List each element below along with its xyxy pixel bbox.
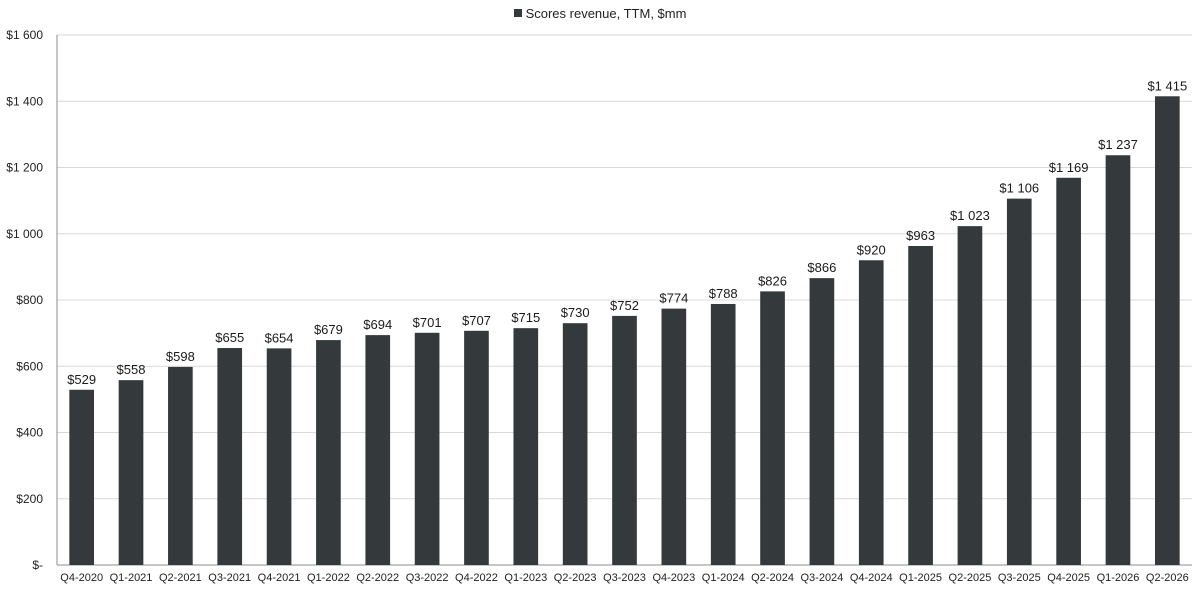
y-tick-label: $400 bbox=[16, 426, 43, 440]
x-tick-label: Q2-2022 bbox=[356, 572, 399, 584]
y-tick-label: $800 bbox=[16, 293, 43, 307]
x-tick-label: Q4-2020 bbox=[60, 572, 103, 584]
x-tick-label: Q1-2026 bbox=[1097, 572, 1140, 584]
data-label: $694 bbox=[363, 317, 392, 332]
bar bbox=[168, 366, 193, 565]
y-tick-label: $1 200 bbox=[6, 161, 43, 175]
bar bbox=[464, 330, 489, 565]
data-label: $1 169 bbox=[1049, 160, 1089, 175]
x-tick-label: Q3-2025 bbox=[998, 572, 1041, 584]
x-tick-label: Q3-2022 bbox=[406, 572, 449, 584]
data-label: $1 415 bbox=[1147, 78, 1187, 93]
bar bbox=[1056, 177, 1081, 566]
y-tick-label: $- bbox=[32, 558, 43, 572]
x-tick-label: Q1-2021 bbox=[110, 572, 153, 584]
y-tick-label: $1 400 bbox=[6, 94, 43, 108]
x-tick-label: Q3-2023 bbox=[603, 572, 646, 584]
bar bbox=[858, 260, 884, 565]
bar bbox=[316, 340, 341, 565]
data-label: $963 bbox=[906, 228, 935, 243]
y-tick-label: $1 000 bbox=[6, 227, 43, 241]
bar bbox=[760, 291, 785, 565]
data-label: $654 bbox=[265, 330, 294, 345]
bar bbox=[612, 315, 637, 565]
bar bbox=[661, 308, 687, 565]
data-label: $1 106 bbox=[999, 181, 1039, 196]
data-label: $1 023 bbox=[950, 208, 990, 223]
bar bbox=[908, 246, 933, 565]
y-tick-label: $600 bbox=[16, 359, 43, 373]
bar bbox=[118, 380, 144, 565]
x-tick-label: Q2-2021 bbox=[159, 572, 202, 584]
bar bbox=[365, 335, 391, 565]
x-tick-label: Q2-2026 bbox=[1146, 572, 1189, 584]
x-tick-label: Q1-2022 bbox=[307, 572, 350, 584]
legend-swatch bbox=[513, 9, 522, 17]
bar bbox=[1154, 96, 1180, 565]
y-tick-label: $1 600 bbox=[6, 28, 43, 42]
legend: Scores revenue, TTM, $mm bbox=[0, 6, 1200, 21]
data-label: $920 bbox=[857, 242, 886, 257]
bar bbox=[513, 328, 539, 565]
data-label: $558 bbox=[117, 362, 146, 377]
data-label: $826 bbox=[758, 273, 787, 288]
data-label: $774 bbox=[659, 291, 688, 306]
x-tick-label: Q4-2024 bbox=[850, 572, 893, 584]
data-label: $1 237 bbox=[1098, 137, 1138, 152]
bar bbox=[266, 348, 292, 565]
x-tick-label: Q3-2021 bbox=[208, 572, 251, 584]
data-label: $715 bbox=[511, 310, 540, 325]
data-label: $529 bbox=[67, 372, 96, 387]
x-tick-label: Q1-2024 bbox=[702, 572, 745, 584]
data-label: $679 bbox=[314, 322, 343, 337]
bar bbox=[69, 389, 95, 565]
bar bbox=[710, 303, 736, 565]
x-tick-label: Q3-2024 bbox=[800, 572, 843, 584]
y-tick-label: $200 bbox=[16, 492, 43, 506]
x-tick-label: Q4-2023 bbox=[652, 572, 695, 584]
data-label: $701 bbox=[413, 315, 442, 330]
data-label: $707 bbox=[462, 313, 491, 328]
x-tick-label: Q2-2025 bbox=[949, 572, 992, 584]
bar bbox=[1105, 155, 1131, 565]
bar bbox=[414, 332, 440, 565]
x-tick-label: Q2-2023 bbox=[554, 572, 597, 584]
data-label: $655 bbox=[215, 330, 244, 345]
legend-label: Scores revenue, TTM, $mm bbox=[525, 6, 687, 21]
x-tick-label: Q4-2022 bbox=[455, 572, 498, 584]
x-tick-label: Q2-2024 bbox=[751, 572, 794, 584]
bar bbox=[957, 226, 983, 565]
bar bbox=[1006, 198, 1032, 565]
bar bbox=[217, 348, 243, 565]
x-tick-label: Q4-2021 bbox=[258, 572, 301, 584]
x-tick-label: Q1-2025 bbox=[899, 572, 942, 584]
x-tick-label: Q4-2025 bbox=[1047, 572, 1090, 584]
data-label: $730 bbox=[561, 305, 590, 320]
data-label: $752 bbox=[610, 298, 639, 313]
x-tick-label: Q1-2023 bbox=[504, 572, 547, 584]
data-label: $598 bbox=[166, 349, 195, 364]
bar bbox=[809, 278, 835, 565]
data-label: $866 bbox=[807, 260, 836, 275]
bar bbox=[562, 323, 588, 565]
data-label: $788 bbox=[709, 286, 738, 301]
